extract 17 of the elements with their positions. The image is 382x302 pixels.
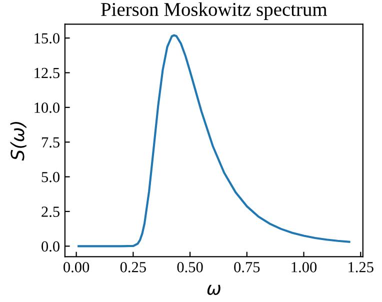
x-tick-label: 0.25 bbox=[120, 262, 146, 272]
y-tick-label: 10.0 bbox=[34, 102, 60, 113]
x-axis-title: ω bbox=[207, 284, 220, 295]
chart-title: Pierson Moskowitz spectrum bbox=[101, 2, 328, 20]
x-tick-label: 0.00 bbox=[64, 262, 90, 272]
x-tick-label: 0.75 bbox=[234, 262, 260, 272]
y-tick-label: 7.5 bbox=[42, 137, 60, 148]
y-tick-label: 15.0 bbox=[34, 33, 60, 44]
x-tick-label: 0.50 bbox=[177, 262, 203, 272]
y-tick-label: 0.0 bbox=[42, 241, 60, 252]
y-tick-label: 12.5 bbox=[34, 68, 60, 78]
y-tick-label: 5.0 bbox=[42, 172, 60, 182]
line-series bbox=[78, 34, 350, 248]
x-tick-label: 1.00 bbox=[292, 262, 317, 272]
y-axis-title: S(ω) bbox=[10, 122, 26, 161]
y-tick-label: 2.5 bbox=[42, 206, 60, 217]
x-tick-label: 1.25 bbox=[348, 262, 374, 272]
